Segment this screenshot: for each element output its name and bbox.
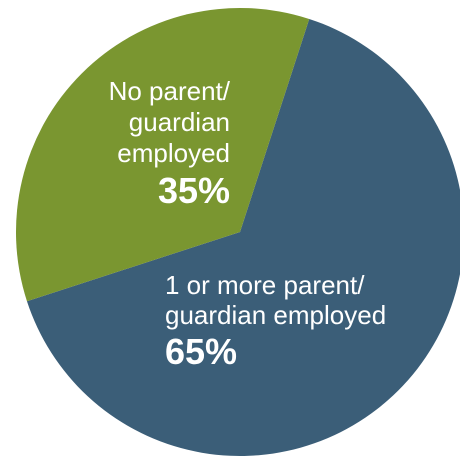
slice-value-employed: 65%: [165, 331, 237, 372]
slice-value-not-employed: 35%: [158, 170, 230, 211]
slice-label-not-employed-line-3: employed: [117, 138, 230, 168]
slice-label-employed-line-2: guardian employed: [165, 300, 386, 330]
pie-slice-employed: [26, 18, 460, 456]
pie-slice-not-employed: [15, 7, 310, 302]
slice-label-group-not-employed: No parent/ guardian employed 35%: [109, 76, 231, 211]
slice-label-employed-line-1: 1 or more parent/: [165, 270, 365, 300]
pie-slices: [15, 7, 460, 456]
slice-label-group-employed: 1 or more parent/ guardian employed 65%: [165, 270, 386, 372]
slice-label-not-employed-line-2: guardian: [129, 107, 230, 137]
slice-label-not-employed-line-1: No parent/: [109, 76, 231, 106]
